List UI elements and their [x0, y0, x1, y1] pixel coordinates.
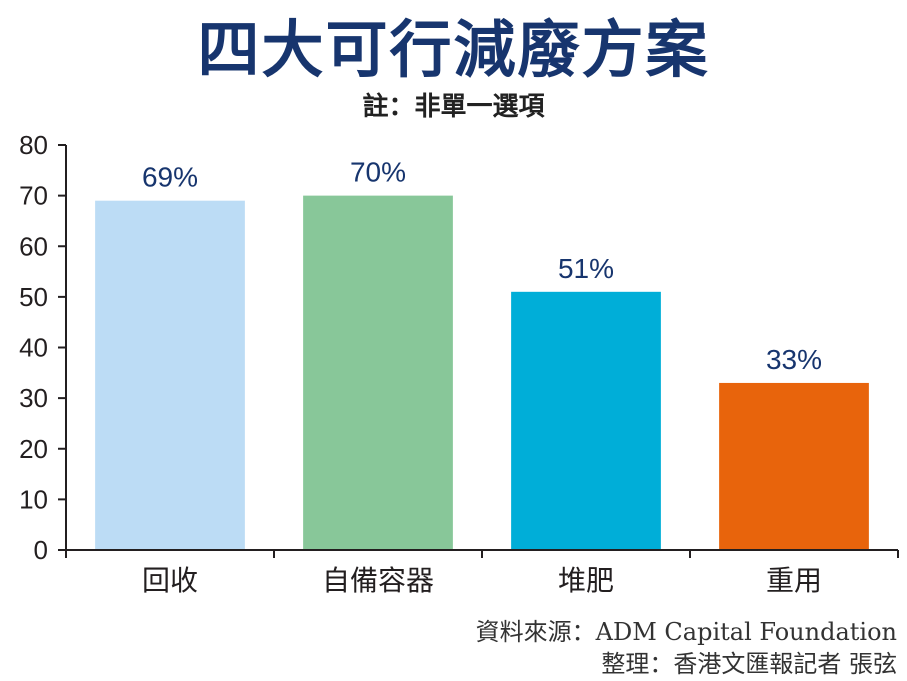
data-label: 33% [766, 344, 822, 375]
y-tick-label: 10 [19, 484, 48, 514]
compiler-credit: 整理：香港文匯報記者 張弦 [601, 650, 897, 678]
data-label: 70% [350, 157, 406, 188]
chart-title: 四大可行減廢方案 [197, 13, 710, 86]
bar [303, 195, 453, 550]
source-credit: 資料來源：ADM Capital Foundation [475, 618, 897, 646]
y-tick-label: 40 [19, 333, 48, 363]
category-label: 重用 [766, 564, 822, 597]
y-tick-label: 30 [19, 383, 48, 413]
category-label: 回收 [142, 564, 198, 597]
bars [95, 195, 869, 550]
category-label: 自備容器 [322, 564, 434, 597]
y-tick-label: 80 [19, 130, 48, 160]
y-tick-label: 60 [19, 231, 48, 261]
y-tick-label: 50 [19, 282, 48, 312]
y-tick-label: 20 [19, 434, 48, 464]
data-labels: 69% 70% 51% 33% [142, 157, 822, 375]
bar [511, 291, 661, 550]
bar [719, 382, 869, 550]
data-label: 51% [558, 253, 614, 284]
y-tick-label: 0 [34, 535, 48, 565]
x-axis: 回收 自備容器 堆肥 重用 [65, 549, 899, 597]
y-tick-label: 70 [19, 181, 48, 211]
bar [95, 200, 245, 550]
y-axis: 0 10 20 30 40 50 60 70 80 [19, 130, 67, 565]
chart-subtitle: 註：非單一選項 [362, 92, 545, 122]
category-label: 堆肥 [558, 564, 614, 597]
data-label: 69% [142, 162, 198, 193]
